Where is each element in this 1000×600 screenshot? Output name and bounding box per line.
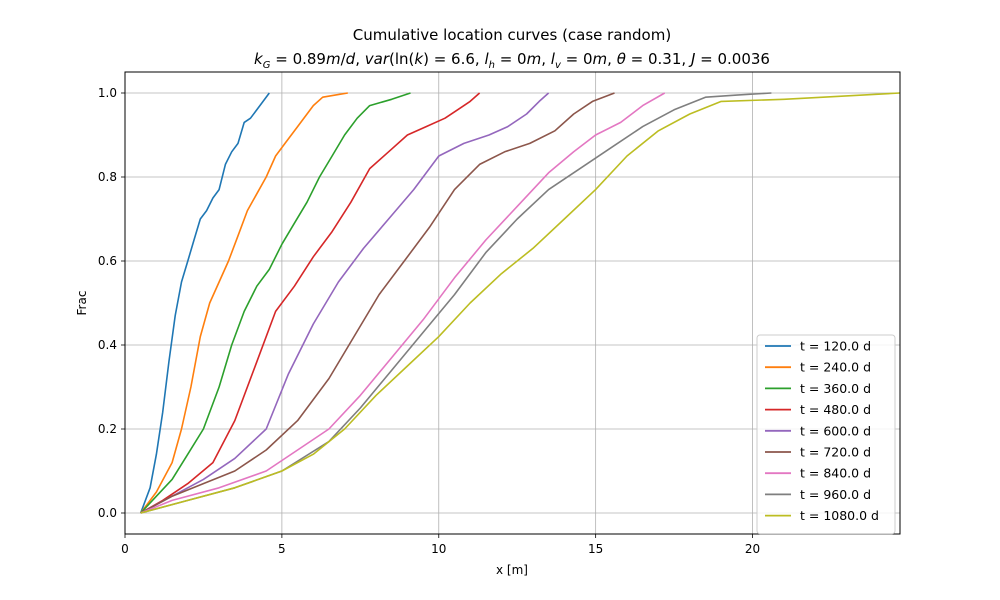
x-tick-label: 0 [121,542,129,556]
series-line-4 [140,92,481,514]
x-tick-label: 10 [431,542,446,556]
series-line-6 [140,92,615,514]
x-tick-label: 15 [588,542,603,556]
legend-label: t = 1080.0 d [800,508,879,523]
x-tick-label: 20 [745,542,760,556]
series-line-1 [139,92,270,514]
legend-label: t = 600.0 d [800,423,871,438]
ticks: 0 5 10 15 20 0.0 0.2 0.4 0.6 0.8 1.0 [98,86,760,556]
legend-label: t = 840.0 d [800,466,871,481]
y-tick-label: 0.0 [98,506,117,520]
x-tick-label: 5 [278,542,286,556]
legend-label: t = 240.0 d [800,360,871,375]
legend-box [756,334,896,535]
series-line-2 [140,92,348,514]
chart-title: Cumulative location curves (case random) [353,26,671,44]
legend-label: t = 360.0 d [800,381,871,396]
legend-label: t = 960.0 d [800,487,871,502]
series-line-7 [140,92,666,514]
plot-frame [124,71,901,535]
y-tick-label: 0.2 [98,422,117,436]
x-axis-label: x [m] [496,563,528,577]
y-axis-label: Frac [75,291,89,316]
legend-label: t = 720.0 d [800,445,871,460]
y-tick-label: 0.8 [98,170,117,184]
series-line-5 [140,92,550,514]
chart-subtitle: kG = 0.89m/d, var(ln(k) = 6.6, lh = 0m, … [254,50,770,71]
y-tick-label: 0.4 [98,338,117,352]
y-tick-label: 1.0 [98,86,117,100]
legend: t = 120.0 d t = 240.0 d t = 360.0 d t = 480… [756,334,896,535]
series-line-3 [140,92,411,514]
y-tick-label: 0.6 [98,254,117,268]
legend-label: t = 120.0 d [800,339,871,354]
series-line-9 [140,92,901,514]
series-group [139,92,901,514]
legend-label: t = 480.0 d [800,402,871,417]
